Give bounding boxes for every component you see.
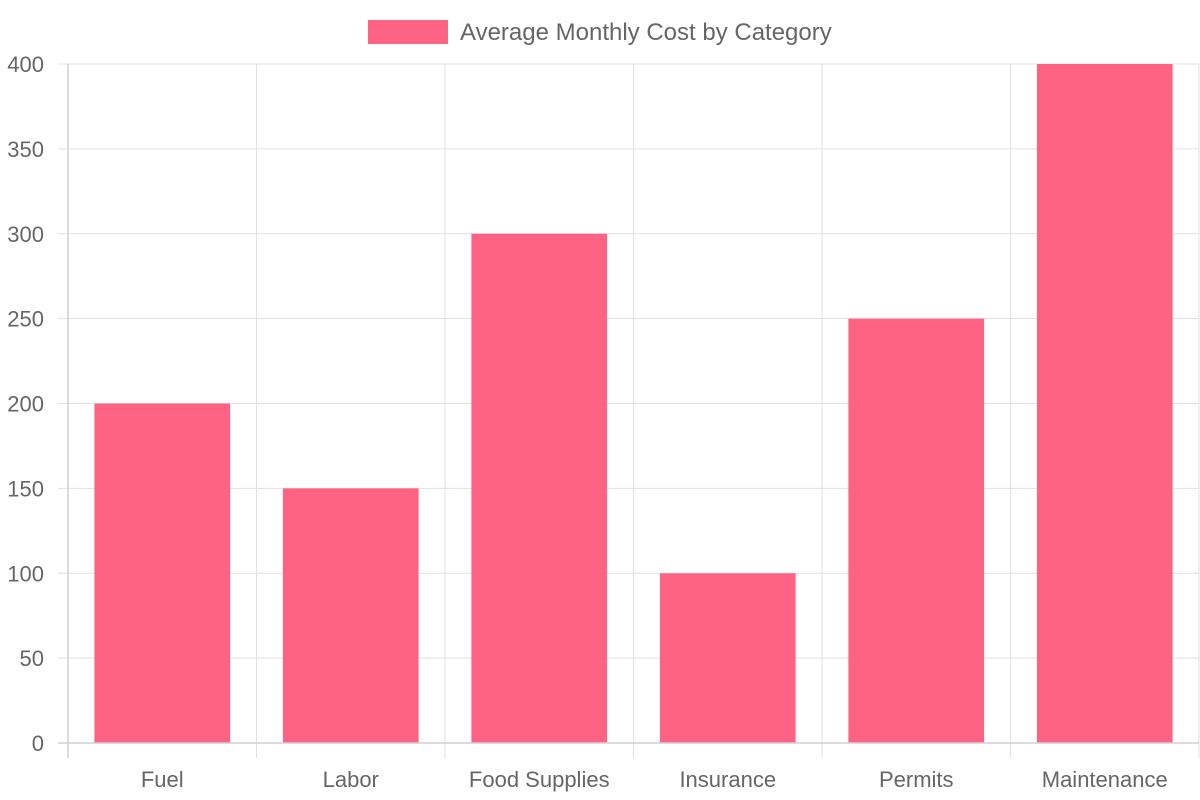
y-tick-label: 100 — [7, 561, 44, 586]
y-tick-label: 0 — [32, 731, 44, 756]
bar-food-supplies[interactable] — [471, 233, 608, 743]
grid-lines — [58, 63, 1200, 758]
legend-swatch — [368, 20, 448, 44]
x-tick-label: Food Supplies — [469, 767, 610, 792]
y-axis-labels: 0 50 100 150 200 250 300 350 400 — [7, 52, 44, 756]
y-tick-label: 350 — [7, 137, 44, 162]
x-tick-label: Fuel — [141, 767, 184, 792]
y-tick-label: 250 — [7, 307, 44, 332]
y-tick-label: 200 — [7, 392, 44, 417]
x-tick-label: Labor — [323, 767, 379, 792]
bar-insurance[interactable] — [659, 573, 796, 743]
bar-permits[interactable] — [848, 318, 985, 743]
x-tick-label: Insurance — [679, 767, 776, 792]
y-tick-label: 150 — [7, 476, 44, 501]
bar-labor[interactable] — [282, 488, 419, 743]
y-tick-label: 50 — [20, 646, 44, 671]
x-tick-label: Permits — [879, 767, 954, 792]
bars — [94, 64, 1173, 744]
axes — [58, 64, 1199, 758]
y-tick-label: 400 — [7, 52, 44, 77]
legend-label: Average Monthly Cost by Category — [460, 19, 832, 46]
y-tick-label: 300 — [7, 222, 44, 247]
x-axis-labels: Fuel Labor Food Supplies Insurance Permits Ma… — [141, 767, 1168, 792]
bar-fuel[interactable] — [94, 403, 231, 744]
legend[interactable]: Average Monthly Cost by Category — [368, 19, 832, 46]
x-tick-label: Maintenance — [1042, 767, 1168, 792]
bar-maintenance[interactable] — [1036, 64, 1173, 743]
